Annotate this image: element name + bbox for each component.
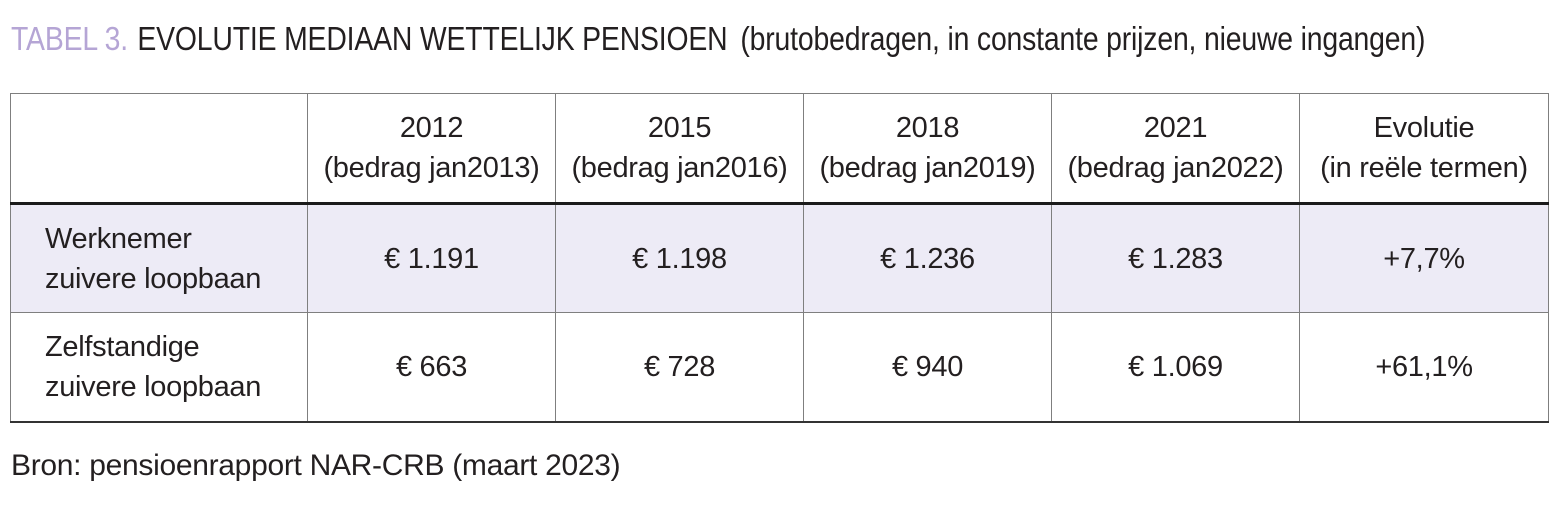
value-cell: € 1.069 xyxy=(1051,312,1300,422)
value-cell: € 728 xyxy=(555,312,804,422)
table-row-zelfstandige: Zelfstandige zuivere loopbaan € 663 € 72… xyxy=(10,312,1549,422)
value-cell: € 1.236 xyxy=(803,203,1052,313)
header-cell-evolutie: Evolutie (in reële termen) xyxy=(1299,93,1549,204)
value-cell: € 1.191 xyxy=(307,203,556,313)
table-title: TABEL 3. EVOLUTIE MEDIAAN WETTELIJK PENSI… xyxy=(11,20,1425,58)
evolution-cell: +7,7% xyxy=(1299,203,1549,313)
pension-table: 2012 (bedrag jan2013) 2015 (bedrag jan20… xyxy=(10,93,1549,423)
header-cell-2012: 2012 (bedrag jan2013) xyxy=(307,93,556,204)
table-row-werknemer: Werknemer zuivere loopbaan € 1.191 € 1.1… xyxy=(10,203,1549,313)
header-cell-2021: 2021 (bedrag jan2022) xyxy=(1051,93,1300,204)
header-cell-2015: 2015 (bedrag jan2016) xyxy=(555,93,804,204)
evolution-cell: +61,1% xyxy=(1299,312,1549,422)
value-cell: € 663 xyxy=(307,312,556,422)
header-row: 2012 (bedrag jan2013) 2015 (bedrag jan20… xyxy=(10,93,1549,204)
source-note: Bron: pensioenrapport NAR-CRB (maart 202… xyxy=(11,449,621,482)
table-title-main: EVOLUTIE MEDIAAN WETTELIJK PENSIOEN xyxy=(137,20,728,57)
header-cell-2018: 2018 (bedrag jan2019) xyxy=(803,93,1052,204)
value-cell: € 1.283 xyxy=(1051,203,1300,313)
header-cell-empty xyxy=(10,93,308,204)
value-cell: € 1.198 xyxy=(555,203,804,313)
table-title-subtitle: (brutobedragen, in constante prijzen, ni… xyxy=(740,20,1426,57)
table-number-label: TABEL 3. xyxy=(11,20,128,57)
row-label-zelfstandige: Zelfstandige zuivere loopbaan xyxy=(10,312,308,422)
row-label-werknemer: Werknemer zuivere loopbaan xyxy=(10,203,308,313)
value-cell: € 940 xyxy=(803,312,1052,422)
